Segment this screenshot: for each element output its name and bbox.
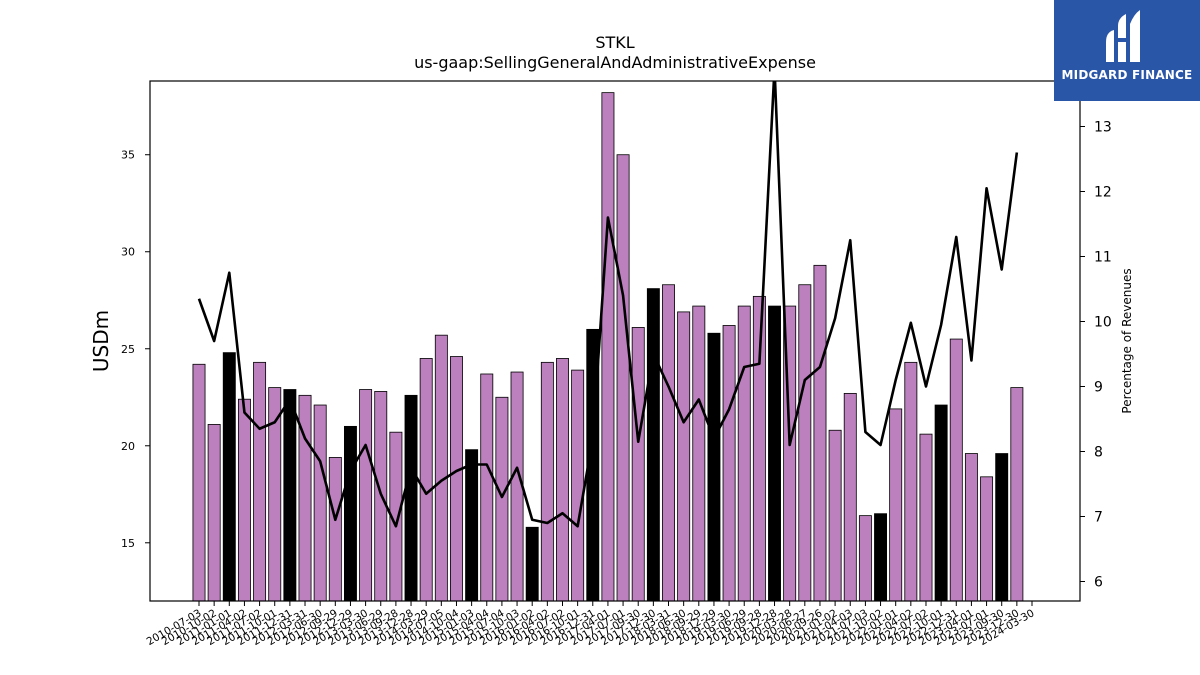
bar bbox=[934, 404, 948, 602]
x-axis: 2010-07-032010-10-022011-01-012011-04-02… bbox=[145, 601, 1037, 648]
line-series-pct-revenues bbox=[197, 81, 1019, 528]
bar bbox=[525, 526, 539, 602]
bar bbox=[646, 288, 660, 602]
bar bbox=[313, 404, 327, 602]
bar bbox=[253, 361, 267, 602]
bar bbox=[434, 334, 448, 602]
bar bbox=[237, 398, 251, 602]
midgard-finance-logo: MIDGARD FINANCE bbox=[1054, 0, 1200, 101]
bar bbox=[495, 396, 509, 602]
y-tick-label: 30 bbox=[121, 246, 135, 259]
y2-tick-label: 7 bbox=[1094, 510, 1103, 526]
chart-title: STKL bbox=[595, 33, 634, 52]
y-axis-label: USDm bbox=[89, 310, 113, 372]
bar bbox=[722, 325, 736, 602]
bar bbox=[192, 363, 206, 602]
bar bbox=[813, 264, 827, 602]
y2-tick-label: 6 bbox=[1094, 575, 1103, 591]
bar bbox=[222, 352, 236, 602]
y-tick-label: 20 bbox=[121, 440, 135, 453]
bar bbox=[283, 389, 297, 602]
bar bbox=[616, 154, 630, 602]
y-tick-label: 25 bbox=[121, 343, 135, 356]
y2-tick-label: 13 bbox=[1094, 120, 1112, 136]
bar bbox=[707, 332, 721, 602]
bar bbox=[692, 305, 706, 602]
logo-text: MIDGARD FINANCE bbox=[1061, 68, 1193, 82]
y2-tick-label: 12 bbox=[1094, 185, 1112, 201]
bar bbox=[1010, 387, 1024, 602]
bar bbox=[828, 429, 842, 602]
bar bbox=[328, 457, 342, 602]
bar bbox=[662, 284, 675, 602]
bar bbox=[419, 358, 433, 602]
bar bbox=[874, 513, 888, 602]
y-tick-label: 15 bbox=[121, 537, 135, 550]
left-y-axis: 15 20 25 30 35 bbox=[121, 149, 150, 550]
bar bbox=[737, 305, 751, 602]
bar bbox=[889, 408, 903, 602]
bar bbox=[919, 433, 933, 602]
bar bbox=[556, 358, 569, 602]
y2-tick-label: 8 bbox=[1094, 445, 1103, 461]
bar bbox=[601, 92, 615, 602]
y2-tick-label: 10 bbox=[1094, 315, 1112, 331]
bar bbox=[843, 392, 857, 602]
bar bbox=[798, 284, 812, 602]
bar bbox=[904, 361, 918, 602]
bar bbox=[343, 425, 357, 602]
bar bbox=[858, 515, 872, 602]
bar bbox=[359, 389, 373, 602]
bar bbox=[631, 327, 645, 602]
bar bbox=[768, 305, 781, 602]
bar bbox=[540, 361, 554, 602]
bar bbox=[207, 424, 221, 602]
y2-axis-label: Percentage of Revenues bbox=[1120, 268, 1134, 413]
bar bbox=[268, 387, 282, 602]
y2-tick-label: 9 bbox=[1094, 380, 1103, 396]
plot-frame bbox=[149, 80, 1081, 602]
right-y-axis: 6 7 8 9 10 11 12 13 bbox=[1080, 120, 1112, 591]
bar bbox=[980, 476, 994, 602]
bar bbox=[480, 373, 494, 602]
bar bbox=[995, 453, 1009, 602]
bars-layer bbox=[192, 92, 1024, 602]
bar bbox=[450, 356, 463, 602]
logo-mark-icon bbox=[1106, 10, 1140, 62]
chart-subtitle: us-gaap:SellingGeneralAndAdministrativeE… bbox=[414, 53, 816, 72]
y-tick-label: 35 bbox=[121, 149, 135, 162]
bar bbox=[677, 311, 691, 602]
bar bbox=[949, 338, 963, 602]
bar bbox=[465, 449, 479, 602]
bar bbox=[571, 369, 585, 602]
y2-tick-label: 11 bbox=[1094, 250, 1112, 266]
bar bbox=[404, 394, 418, 602]
bar bbox=[964, 453, 978, 602]
line-layer bbox=[197, 81, 1019, 528]
